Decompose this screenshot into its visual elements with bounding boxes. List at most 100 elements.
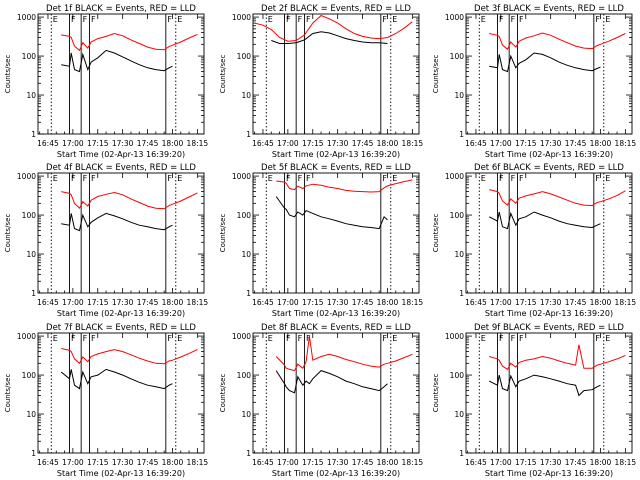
- plot-frame: [37, 332, 205, 454]
- panel-title: Det 2f BLACK = Events, RED = LLD: [261, 4, 411, 14]
- x-tick-label: 17:00: [490, 458, 512, 467]
- y-axis-label: Counts/sec: [432, 55, 440, 94]
- marker-label: F: [595, 15, 600, 24]
- panel-title: Det 6f BLACK = Events, RED = LLD: [474, 163, 624, 173]
- x-tick-label: 17:15: [302, 298, 324, 307]
- x-tick-label: 18:00: [377, 139, 399, 148]
- x-tick-label: 17:45: [352, 139, 374, 148]
- marker-label: F: [71, 334, 76, 343]
- marker-label: E: [268, 174, 273, 183]
- series-line-lld: [61, 191, 198, 210]
- y-tick-label: 1000: [17, 13, 36, 22]
- x-tick-label: 17:30: [327, 458, 349, 467]
- x-axis-label: Start Time (02-Apr-13 16:39:20): [272, 309, 400, 318]
- plot-frame: [37, 172, 205, 294]
- y-tick-label: 100: [237, 371, 252, 380]
- marker-label: E: [268, 334, 273, 343]
- y-tick-label: 1: [246, 449, 251, 458]
- marker-label: F: [306, 334, 311, 343]
- x-tick-label: 18:15: [187, 139, 209, 148]
- y-tick-label: 1: [459, 289, 464, 298]
- x-tick-label: 17:00: [62, 139, 84, 148]
- marker-label: F: [298, 174, 303, 183]
- x-tick-label: 17:15: [515, 458, 537, 467]
- detector-panel-4: Det 4f BLACK = Events, RED = LLD Counts/s…: [4, 163, 208, 318]
- marker-label: E: [481, 15, 486, 24]
- y-tick-label: 10: [26, 250, 36, 259]
- x-tick-label: 18:00: [377, 458, 399, 467]
- y-tick-label: 1: [31, 449, 36, 458]
- detector-panel-6: Det 6f BLACK = Events, RED = LLD Counts/s…: [432, 163, 636, 318]
- y-axis-label: Counts/sec: [432, 374, 440, 413]
- x-axis-label: Start Time (02-Apr-13 16:39:20): [57, 469, 185, 478]
- marker-label: F: [511, 15, 516, 24]
- y-tick-label: 100: [450, 52, 465, 61]
- marker-label: E: [605, 174, 610, 183]
- x-tick-label: 18:00: [590, 298, 612, 307]
- x-tick-label: 16:45: [252, 139, 274, 148]
- y-tick-label: 10: [454, 250, 464, 259]
- marker-label: F: [519, 174, 524, 183]
- y-tick-label: 100: [22, 211, 37, 220]
- x-tick-label: 18:00: [162, 298, 184, 307]
- marker-label: F: [83, 15, 88, 24]
- marker-label: F: [499, 334, 504, 343]
- y-tick-label: 1: [31, 130, 36, 139]
- x-tick-label: 16:45: [37, 298, 59, 307]
- plot-frame: [37, 13, 205, 135]
- x-tick-label: 18:15: [615, 458, 637, 467]
- y-tick-label: 1000: [445, 13, 464, 22]
- x-tick-label: 18:15: [402, 139, 424, 148]
- panel-title: Det 5f BLACK = Events, RED = LLD: [261, 163, 411, 173]
- marker-label: F: [167, 15, 172, 24]
- x-tick-label: 17:45: [565, 139, 587, 148]
- y-tick-label: 100: [450, 371, 465, 380]
- x-tick-label: 17:15: [87, 139, 109, 148]
- y-axis-label: Counts/sec: [219, 214, 227, 253]
- marker-label: F: [382, 174, 387, 183]
- x-tick-label: 16:45: [465, 139, 487, 148]
- plot-frame: [465, 332, 633, 454]
- y-tick-label: 1000: [232, 332, 251, 341]
- x-axis-label: Start Time (02-Apr-13 16:39:20): [485, 309, 613, 318]
- x-axis-label: Start Time (02-Apr-13 16:39:20): [272, 469, 400, 478]
- marker-label: F: [519, 15, 524, 24]
- series-line-events: [271, 31, 388, 44]
- y-axis-label: Counts/sec: [219, 55, 227, 94]
- detector-panel-5: Det 5f BLACK = Events, RED = LLD Counts/s…: [219, 163, 423, 318]
- x-tick-label: 17:00: [490, 298, 512, 307]
- series-line-events: [488, 211, 601, 230]
- series-line-events: [60, 368, 173, 390]
- x-tick-label: 17:45: [137, 139, 159, 148]
- x-tick-label: 16:45: [465, 298, 487, 307]
- plot-frame: [252, 13, 420, 135]
- x-tick-label: 17:00: [62, 458, 84, 467]
- x-tick-label: 17:00: [490, 139, 512, 148]
- marker-label: F: [71, 174, 76, 183]
- marker-label: F: [499, 174, 504, 183]
- x-tick-label: 18:00: [590, 458, 612, 467]
- y-axis-label: Counts/sec: [4, 55, 12, 94]
- x-tick-label: 16:45: [37, 139, 59, 148]
- x-tick-label: 18:15: [187, 458, 209, 467]
- series-line-lld: [489, 344, 626, 371]
- x-tick-label: 17:30: [327, 139, 349, 148]
- x-tick-label: 18:00: [162, 458, 184, 467]
- x-tick-label: 17:45: [137, 458, 159, 467]
- panel-title: Det 3f BLACK = Events, RED = LLD: [474, 4, 624, 14]
- y-tick-label: 1000: [445, 172, 464, 181]
- marker-label: F: [71, 15, 76, 24]
- y-tick-label: 1000: [17, 332, 36, 341]
- plot-frame: [252, 332, 420, 454]
- marker-label: E: [53, 15, 58, 24]
- y-tick-label: 10: [241, 410, 251, 419]
- x-tick-label: 17:15: [515, 298, 537, 307]
- marker-label: F: [595, 174, 600, 183]
- marker-label: E: [481, 174, 486, 183]
- marker-label: F: [286, 174, 291, 183]
- series-line-lld: [61, 348, 198, 365]
- x-tick-label: 17:45: [565, 458, 587, 467]
- marker-label: F: [382, 334, 387, 343]
- x-axis-label: Start Time (02-Apr-13 16:39:20): [57, 150, 185, 159]
